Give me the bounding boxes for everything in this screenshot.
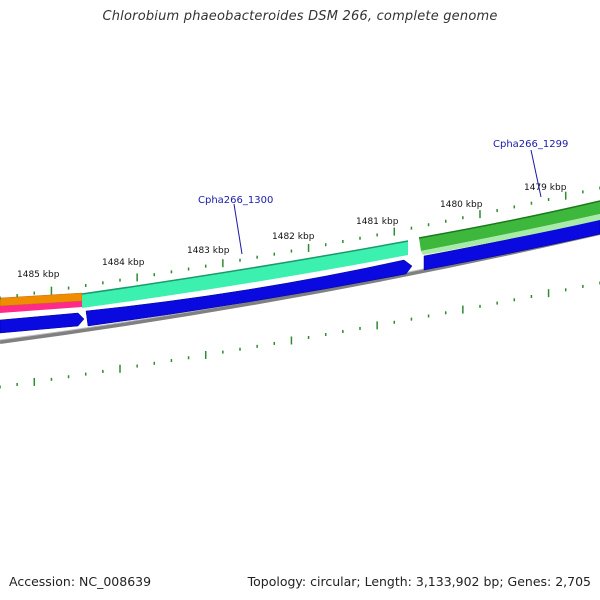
gene-label-cpha266-1300[interactable]: Cpha266_1300 xyxy=(198,195,273,206)
ruler-ticks-lower xyxy=(0,281,600,389)
cds-arrow-middle[interactable] xyxy=(85,259,413,327)
map-title: Chlorobium phaeobacteroides DSM 266, com… xyxy=(102,9,498,24)
cds-arrow-right[interactable] xyxy=(423,218,600,271)
cds-pink[interactable] xyxy=(0,301,82,313)
forward-strand-track xyxy=(0,200,600,313)
ruler-label-1479: 1479 kbp xyxy=(524,183,567,193)
genome-summary-text: Topology: circular; Length: 3,133,902 bp… xyxy=(247,574,591,589)
ruler-ticks-upper xyxy=(0,186,600,300)
reverse-strand-track xyxy=(0,218,600,334)
cds-mint-edge xyxy=(81,240,409,295)
cds-mint-cpha266-1300[interactable] xyxy=(82,241,408,308)
ruler-label-1485: 1485 kbp xyxy=(17,270,60,280)
ruler-label-1480: 1480 kbp xyxy=(440,200,483,210)
cds-green-edge xyxy=(418,200,600,239)
gene-label-leader-1299 xyxy=(530,149,542,198)
cds-green-cpha266-1299[interactable] xyxy=(419,201,600,251)
ruler-label-1481: 1481 kbp xyxy=(356,217,399,227)
ruler-label-1483: 1483 kbp xyxy=(187,246,230,256)
cds-arrow-left[interactable] xyxy=(0,312,85,334)
cds-green-lower xyxy=(421,214,600,255)
gene-label-leader-1300 xyxy=(233,203,243,255)
ruler-label-1482: 1482 kbp xyxy=(272,232,315,242)
ruler-label-1484: 1484 kbp xyxy=(102,258,145,268)
accession-text: Accession: NC_008639 xyxy=(9,574,152,589)
gene-label-cpha266-1299[interactable]: Cpha266_1299 xyxy=(493,139,568,150)
